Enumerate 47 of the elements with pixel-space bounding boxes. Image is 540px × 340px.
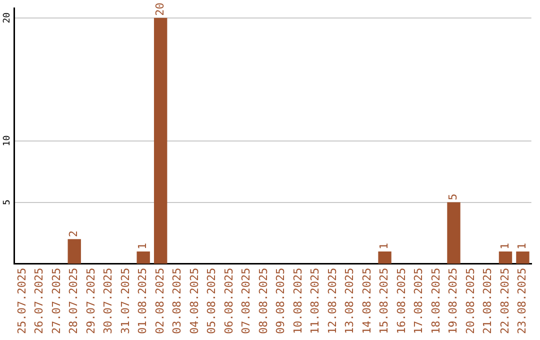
x-tick-label: 08.08.2025 — [256, 268, 270, 334]
x-tick-label: 27.07.2025 — [50, 268, 63, 334]
bar — [516, 251, 530, 264]
x-tick-label: 18.08.2025 — [429, 268, 442, 334]
bar — [68, 239, 81, 264]
x-tick-label: 17.08.2025 — [412, 268, 426, 334]
y-tick-label: 5 — [2, 200, 12, 205]
x-tick-label: 04.08.2025 — [188, 268, 201, 334]
bar — [447, 202, 460, 264]
x-tick-label: 21.08.2025 — [481, 268, 494, 334]
x-tick-label: 31.07.2025 — [118, 268, 132, 334]
y-tick-label: 20 — [2, 12, 12, 24]
data-label: 5 — [446, 194, 460, 200]
x-tick-label: 12.08.2025 — [326, 268, 339, 334]
data-label: 2 — [67, 230, 80, 238]
data-label: 1 — [498, 242, 512, 250]
x-tick-label: 10.08.2025 — [291, 268, 304, 334]
x-tick-label: 03.08.2025 — [170, 268, 184, 334]
data-label: 1 — [516, 242, 529, 250]
x-tick-label: 23.08.2025 — [516, 268, 529, 334]
x-tick-label: 22.08.2025 — [498, 268, 512, 334]
bar — [378, 251, 392, 264]
x-tick-label: 06.08.2025 — [222, 268, 236, 334]
x-tick-label: 13.08.2025 — [343, 268, 356, 334]
x-tick-label: 20.08.2025 — [464, 268, 477, 334]
x-tick-label: 26.07.2025 — [32, 268, 46, 334]
bar — [136, 251, 150, 264]
x-tick-label: 09.08.2025 — [274, 268, 288, 334]
data-label: 1 — [378, 242, 391, 250]
bar — [498, 251, 512, 264]
data-label: 20 — [153, 2, 166, 16]
x-tick-label: 02.08.2025 — [153, 268, 166, 334]
x-tick-label: 29.07.2025 — [84, 268, 98, 334]
bar — [154, 18, 168, 264]
x-tick-label: 30.07.2025 — [102, 268, 115, 334]
x-tick-label: 15.08.2025 — [378, 268, 391, 334]
x-tick-label: 05.08.2025 — [205, 268, 218, 334]
x-tick-label: 01.08.2025 — [136, 268, 150, 334]
x-tick-label: 19.08.2025 — [446, 268, 460, 334]
y-tick-label: 10 — [2, 135, 12, 146]
x-tick-label: 11.08.2025 — [308, 268, 322, 334]
x-tick-label: 07.08.2025 — [240, 268, 253, 334]
x-tick-label: 25.07.2025 — [15, 268, 28, 334]
x-tick-label: 14.08.2025 — [360, 268, 374, 334]
data-label: 1 — [136, 242, 150, 250]
x-tick-label: 16.08.2025 — [394, 268, 408, 334]
x-tick-label: 28.07.2025 — [67, 268, 80, 334]
